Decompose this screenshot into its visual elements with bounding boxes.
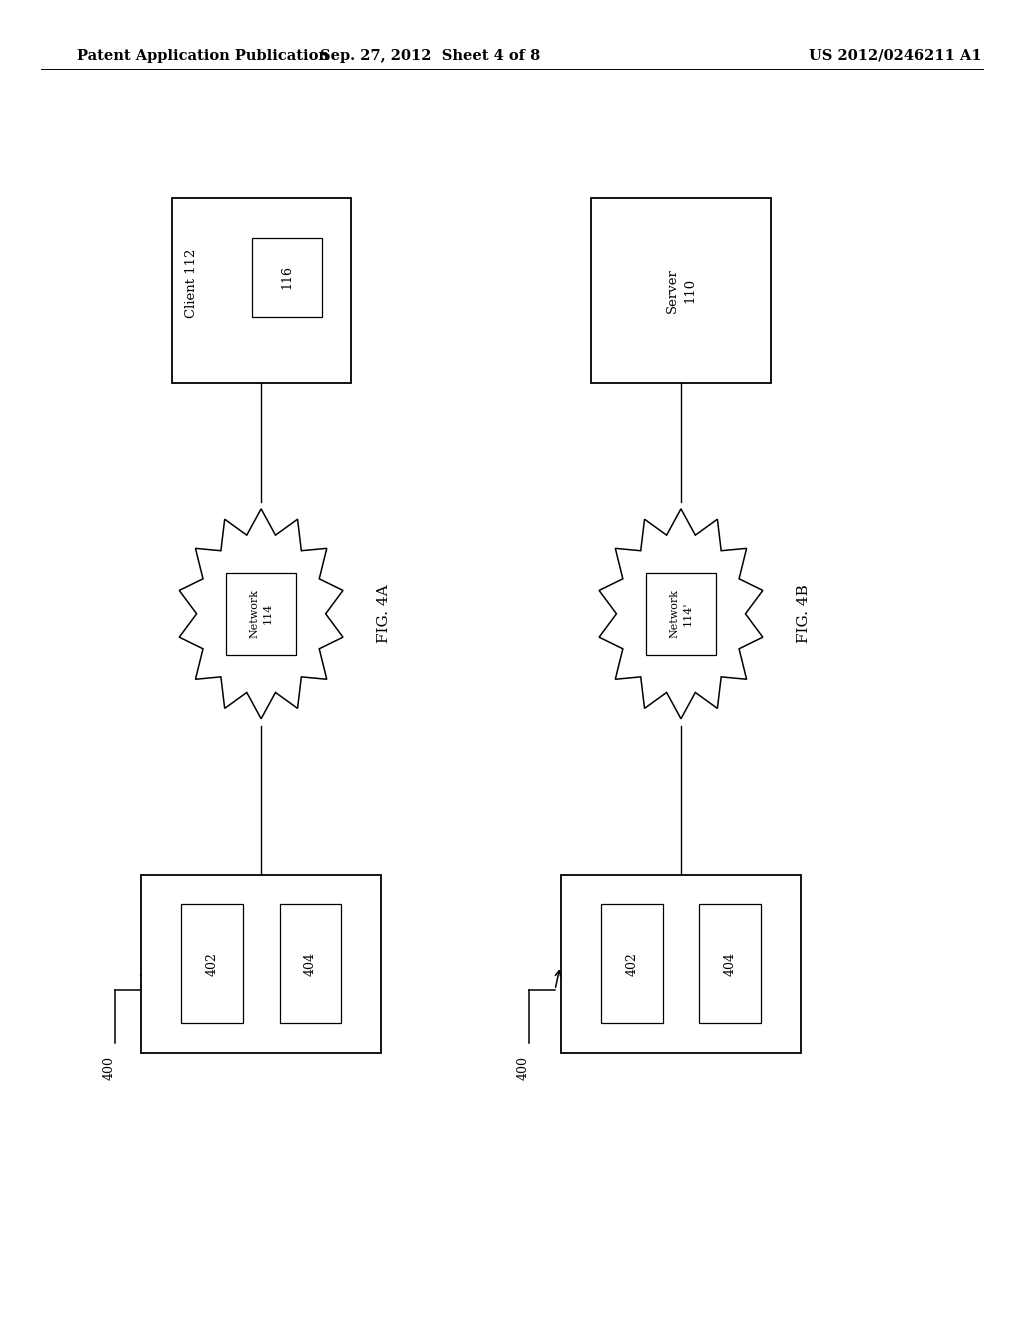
- Text: US 2012/0246211 A1: US 2012/0246211 A1: [809, 49, 982, 63]
- Bar: [592, 198, 770, 383]
- Text: Network
114': Network 114': [670, 589, 692, 639]
- Text: 402: 402: [626, 952, 638, 975]
- Text: Server
110: Server 110: [666, 268, 696, 313]
- Bar: [172, 198, 350, 383]
- Text: 400: 400: [102, 1056, 116, 1080]
- Text: Sep. 27, 2012  Sheet 4 of 8: Sep. 27, 2012 Sheet 4 of 8: [319, 49, 541, 63]
- Text: Patent Application Publication: Patent Application Publication: [77, 49, 329, 63]
- Text: 404: 404: [304, 952, 316, 975]
- Bar: [601, 904, 663, 1023]
- Bar: [141, 874, 381, 1053]
- Bar: [181, 904, 243, 1023]
- Text: 402: 402: [206, 952, 218, 975]
- Text: 404: 404: [724, 952, 736, 975]
- Text: FIG. 4A: FIG. 4A: [377, 585, 391, 643]
- Bar: [252, 238, 322, 317]
- Bar: [646, 573, 716, 655]
- Text: 400: 400: [517, 1056, 530, 1080]
- Bar: [226, 573, 296, 655]
- Bar: [280, 904, 341, 1023]
- Text: Client 112: Client 112: [185, 249, 198, 318]
- Bar: [699, 904, 761, 1023]
- Text: FIG. 4B: FIG. 4B: [797, 585, 811, 643]
- Polygon shape: [599, 508, 763, 719]
- Text: 116: 116: [281, 265, 293, 289]
- Text: Network
114: Network 114: [250, 589, 272, 639]
- Bar: [561, 874, 802, 1053]
- Polygon shape: [179, 508, 343, 719]
